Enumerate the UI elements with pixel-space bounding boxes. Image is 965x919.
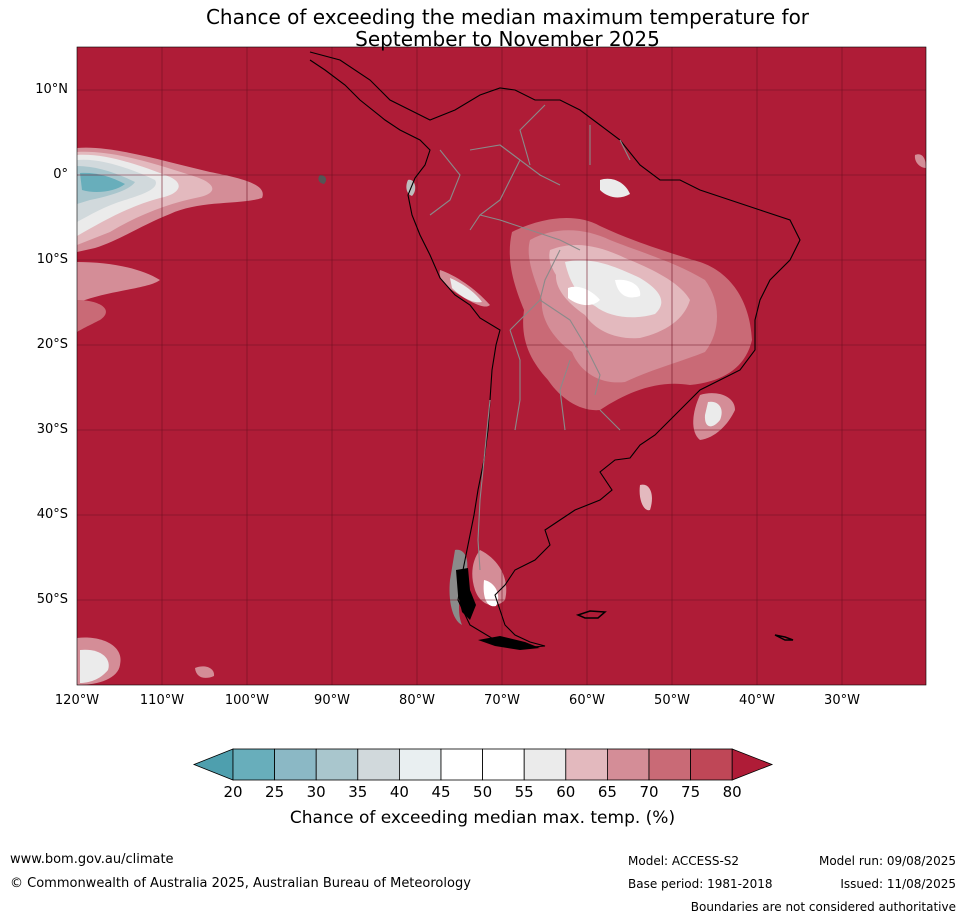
lat-label-40s: 40°S xyxy=(36,507,68,522)
sw-pacific-region xyxy=(77,637,215,685)
lat-label-0: 0° xyxy=(53,167,68,182)
colorbar-tick-label: 35 xyxy=(348,783,368,801)
lon-label-120w: 120°W xyxy=(54,693,100,708)
colorbar-bin xyxy=(357,748,400,781)
colorbar-tick-label: 60 xyxy=(556,783,576,801)
copyright-text: © Commonwealth of Australia 2025, Austra… xyxy=(10,876,471,891)
falkland-islands xyxy=(575,610,607,619)
chile-fjords xyxy=(456,568,476,620)
lon-label-110w: 110°W xyxy=(139,693,185,708)
colorbar-tick-label: 30 xyxy=(306,783,326,801)
model-run-text: Model run: 09/08/2025 xyxy=(818,854,956,868)
colorbar-bin xyxy=(523,748,567,781)
colorbar-tick-label: 40 xyxy=(389,783,409,801)
lat-label-10s: 10°S xyxy=(36,252,68,267)
south-georgia xyxy=(774,634,794,641)
lat-label-50s: 50°S xyxy=(36,592,68,607)
title-line-2: September to November 2025 xyxy=(355,27,660,51)
tierra-del-fuego xyxy=(478,636,540,650)
colorbar-tick-label: 25 xyxy=(265,783,285,801)
colorbar-tick-label: 65 xyxy=(597,783,617,801)
lon-label-30w: 30°W xyxy=(824,693,860,708)
colorbar-bin xyxy=(398,748,442,781)
colorbar xyxy=(192,748,774,781)
website-link[interactable]: www.bom.gov.au/climate xyxy=(10,852,174,867)
colorbar-label: Chance of exceeding median max. temp. (%… xyxy=(289,808,676,828)
lat-label-20s: 20°S xyxy=(36,337,68,352)
graticule xyxy=(77,47,926,685)
lat-label-30s: 30°S xyxy=(36,422,68,437)
issued-text: Issued: 11/08/2025 xyxy=(840,877,956,891)
disclaimer-text: Boundaries are not considered authoritat… xyxy=(690,900,956,914)
colorbar-bin xyxy=(440,748,483,781)
colorbar-tick-label: 20 xyxy=(223,783,243,801)
lon-label-50w: 50°W xyxy=(654,693,690,708)
brazil-region xyxy=(509,178,752,511)
colorbar-bin xyxy=(274,748,317,781)
colorbar-bin xyxy=(690,748,733,781)
colorbar-tick-label: 80 xyxy=(722,783,742,801)
model-text: Model: ACCESS-S2 xyxy=(628,854,740,868)
lon-label-40w: 40°W xyxy=(739,693,775,708)
colorbar-under-arrow xyxy=(192,748,234,781)
colorbar-bin xyxy=(565,748,608,781)
lon-label-100w: 100°W xyxy=(224,693,270,708)
lon-label-70w: 70°W xyxy=(484,693,520,708)
colorbar-bin xyxy=(315,748,359,781)
lon-label-80w: 80°W xyxy=(399,693,435,708)
colorbar-tick-label: 55 xyxy=(514,783,534,801)
colorbar-tick-label: 70 xyxy=(639,783,659,801)
colorbar-tick-label: 45 xyxy=(431,783,451,801)
colorbar-bin xyxy=(607,748,650,781)
colorbar-over-arrow xyxy=(731,748,774,781)
title-line-1: Chance of exceeding the median maximum t… xyxy=(205,5,810,29)
lon-label-90w: 90°W xyxy=(314,693,350,708)
lon-label-60w: 60°W xyxy=(569,693,605,708)
base-period-text: Base period: 1981-2018 xyxy=(628,877,773,891)
colorbar-bin xyxy=(232,748,275,781)
lat-label-10n: 10°N xyxy=(35,82,68,97)
colorbar-bin xyxy=(482,748,525,781)
country-borders xyxy=(429,104,631,571)
colorbar-bin xyxy=(648,748,691,781)
map-frame xyxy=(76,46,927,686)
colorbar-tick-label: 75 xyxy=(681,783,701,801)
colorbar-tick-label: 50 xyxy=(473,783,493,801)
